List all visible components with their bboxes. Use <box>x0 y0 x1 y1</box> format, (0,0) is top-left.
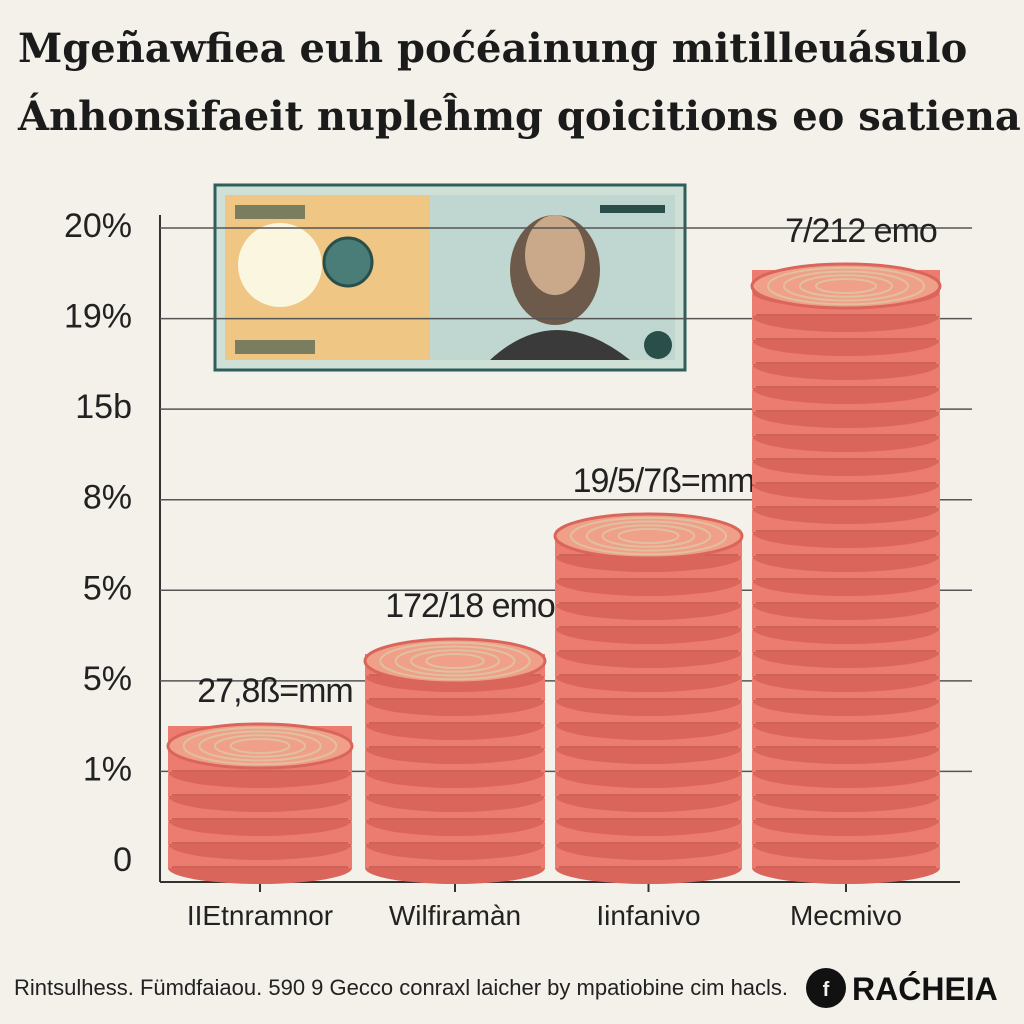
coin-stack <box>750 262 942 884</box>
stack-label: 19/5/7ß=mm <box>573 462 755 500</box>
y-axis-label: 8% <box>83 479 132 517</box>
coin-ring <box>814 277 878 295</box>
stack-label: 27,8ß=mm <box>197 672 352 710</box>
category-label: IIEtnramnor <box>187 900 333 931</box>
coin-ring <box>585 520 712 552</box>
brand: RAĆHEIA <box>852 971 998 1007</box>
coin-ring <box>569 516 728 556</box>
coin-ring <box>425 652 485 670</box>
stack-label: 7/212 emo <box>785 212 937 250</box>
coin-ring <box>798 274 894 298</box>
y-axis-label: 1% <box>83 750 132 788</box>
footer: Rintsulhess. Fümdfaiaou. 590 9 Gecco con… <box>14 975 788 1000</box>
coin-ring <box>379 641 531 681</box>
coin-top <box>363 637 547 685</box>
coin-ring <box>198 730 322 762</box>
banknote <box>213 183 687 372</box>
title-line: Mgeñawfiea euh poćéainung mitilleuásulo <box>18 25 967 72</box>
brand-logo: f <box>806 968 846 1008</box>
coin-ring <box>617 527 680 545</box>
coin-ring <box>394 645 516 677</box>
category-label: Wilfiramàn <box>389 900 521 931</box>
coin-stack <box>166 722 354 884</box>
stack-label: 172/18 emo <box>385 587 555 625</box>
coin-ring <box>182 726 338 766</box>
title-line: Ánhonsifaeit nupleĥmg qoicitions eo sati… <box>17 93 1021 140</box>
y-axis-label: 5% <box>83 569 132 607</box>
coin-ring <box>601 524 696 548</box>
coin-ring <box>213 734 307 758</box>
coin-ring <box>409 649 501 673</box>
coin-top <box>553 512 744 560</box>
y-axis-label: 0 <box>113 841 132 879</box>
coin-ring <box>782 270 910 302</box>
coin-ring <box>766 266 926 306</box>
category-label: Iinfanivo <box>596 900 700 931</box>
coin-stack <box>553 512 744 884</box>
coin-top <box>166 722 354 770</box>
coin-top <box>750 262 942 310</box>
y-axis-label: 5% <box>83 660 132 698</box>
y-axis-label: 20% <box>64 207 132 245</box>
coin-stack <box>363 637 547 884</box>
coin-ring <box>229 737 291 755</box>
y-axis-label: 19% <box>64 298 132 336</box>
category-label: Mecmivo <box>790 900 902 931</box>
svg-text:f: f <box>823 979 830 1001</box>
y-axis-label: 15b <box>75 388 132 426</box>
